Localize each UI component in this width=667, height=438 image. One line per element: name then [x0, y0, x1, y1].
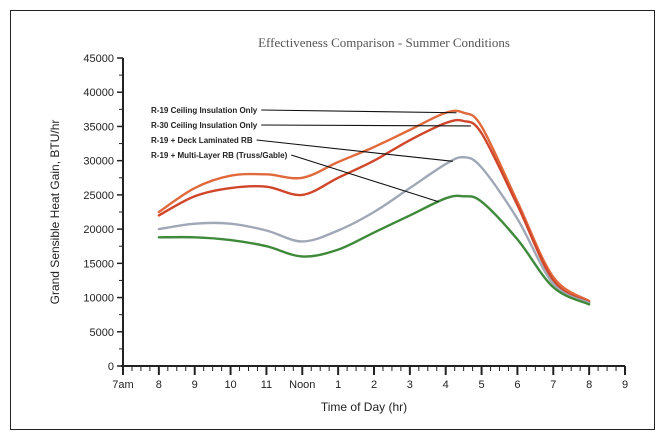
- series-line-4: [157, 194, 591, 306]
- y-tick-label: 35000: [83, 121, 114, 133]
- y-tick-label: 5000: [90, 327, 114, 339]
- x-tick-label: 9: [622, 379, 628, 391]
- x-tick-label: 9: [192, 379, 198, 391]
- legend-label-2: R-30 Ceiling Insulation Only: [151, 121, 258, 130]
- x-tick-label: Noon: [289, 379, 315, 391]
- x-tick-label: 2: [371, 379, 377, 391]
- leader-line-4: [291, 154, 439, 203]
- x-tick-label: 10: [224, 379, 236, 391]
- series-line-1: [157, 109, 591, 303]
- x-tick-label: 5: [479, 379, 485, 391]
- x-tick-label: 6: [514, 379, 520, 391]
- x-tick-label: 7am: [112, 379, 133, 391]
- leader-line-3: [256, 139, 453, 162]
- leader-line-1: [261, 109, 457, 114]
- chart-frame: Effectiveness Comparison - Summer Condit…: [10, 10, 655, 430]
- legend: R-19 Ceiling Insulation Only R-30 Ceiling…: [151, 106, 471, 203]
- series-line-2: [157, 118, 591, 304]
- axes: 0 5000 10000 15000 20000 25000 30000 35000 40000…: [83, 53, 628, 391]
- line-chart: Effectiveness Comparison - Summer Condit…: [48, 35, 628, 414]
- y-tick-label: 25000: [83, 190, 114, 202]
- y-tick-label: 20000: [83, 224, 114, 236]
- legend-label-3: R-19 + Deck Laminated RB: [151, 136, 253, 145]
- y-tick-label: 10000: [83, 293, 114, 305]
- x-tick-label: 11: [261, 379, 272, 391]
- x-axis-title: Time of Day (hr): [321, 400, 407, 414]
- x-tick-label: 8: [156, 379, 162, 391]
- y-tick-label: 40000: [83, 87, 114, 99]
- x-tick-label: 8: [586, 379, 592, 391]
- y-tick-label: 45000: [83, 53, 114, 65]
- series-lines: [157, 109, 591, 306]
- y-tick-label: 30000: [83, 156, 114, 168]
- y-tick-label: 0: [108, 361, 114, 373]
- legend-label-4: R-19 + Multi-Layer RB (Truss/Gable): [151, 151, 288, 160]
- y-axis-title: Grand Sensible Heat Gain, BTU/hr: [48, 120, 62, 305]
- y-tick-label: 15000: [83, 258, 114, 270]
- x-tick-label: 4: [443, 379, 449, 391]
- x-tick-label: 3: [407, 379, 413, 391]
- chart-title: Effectiveness Comparison - Summer Condit…: [258, 35, 510, 50]
- leader-line-2: [261, 124, 471, 127]
- legend-label-1: R-19 Ceiling Insulation Only: [151, 106, 258, 115]
- x-tick-label: 7: [550, 379, 556, 391]
- series-line-3: [157, 155, 591, 305]
- x-tick-label: 1: [335, 379, 341, 391]
